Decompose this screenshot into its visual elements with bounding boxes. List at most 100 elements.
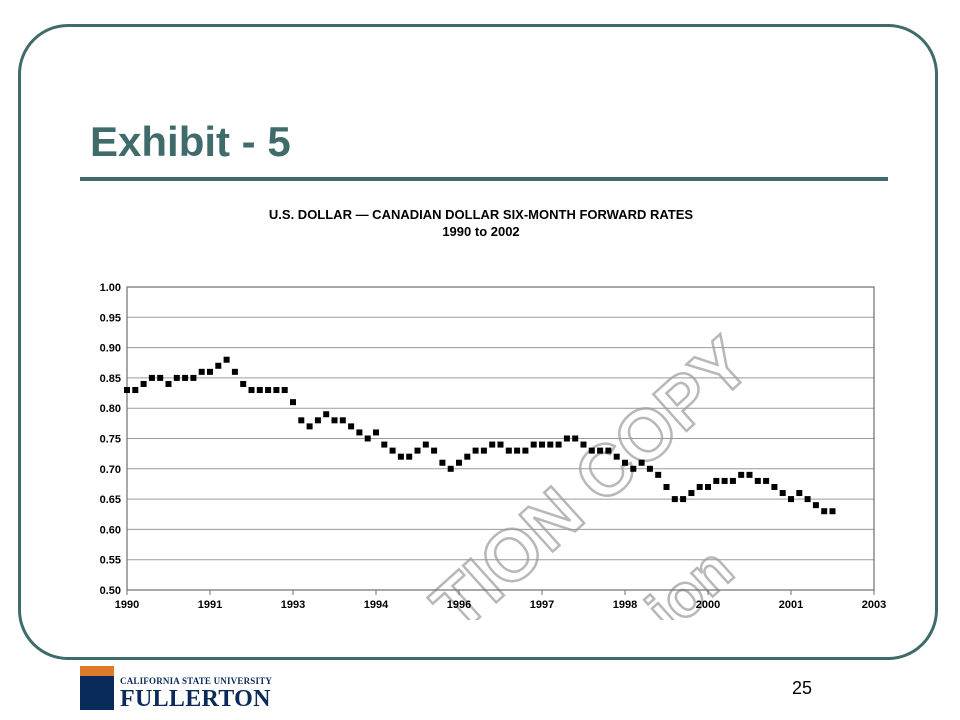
- plot-area: [126, 286, 875, 591]
- data-point: [447, 465, 454, 472]
- data-point: [829, 508, 836, 515]
- data-point: [655, 471, 662, 478]
- data-point: [622, 459, 628, 466]
- y-tick-label: 0.60: [100, 524, 121, 536]
- data-point: [223, 356, 230, 363]
- slide-title: Exhibit - 5: [90, 118, 291, 165]
- data-point: [472, 447, 479, 454]
- data-point: [547, 441, 554, 448]
- data-point: [339, 417, 346, 424]
- data-point: [439, 459, 446, 466]
- logo-emblem-icon: [80, 666, 114, 710]
- x-tick-label: 1997: [530, 599, 554, 611]
- data-point: [771, 483, 778, 490]
- data-point: [646, 465, 653, 472]
- data-point: [638, 459, 645, 466]
- data-point: [671, 496, 678, 503]
- y-axis-ticks: 1.00 0.95 0.90 0.85 0.80 0.75 0.70 0.65 0.60 0.55…: [100, 282, 121, 597]
- data-point: [729, 477, 736, 484]
- y-tick-label: 0.65: [100, 494, 121, 506]
- data-point: [240, 380, 247, 387]
- data-point: [414, 447, 421, 454]
- y-tick-label: 0.80: [100, 403, 121, 415]
- data-point: [788, 496, 794, 503]
- data-point: [588, 447, 595, 454]
- y-tick-label: 1.00: [100, 282, 121, 294]
- data-point: [514, 447, 521, 454]
- data-point: [273, 387, 280, 394]
- data-point: [190, 374, 197, 381]
- data-point: [124, 387, 130, 394]
- data-point: [381, 441, 388, 448]
- data-point: [721, 477, 728, 484]
- data-point: [231, 368, 238, 375]
- x-tick-label: 1991: [198, 599, 222, 611]
- data-point: [356, 429, 363, 436]
- data-point: [265, 387, 272, 394]
- data-point: [680, 496, 687, 503]
- data-point: [431, 447, 438, 454]
- data-point: [389, 447, 396, 454]
- data-point: [713, 477, 720, 484]
- x-tick-label: 1994: [364, 599, 389, 611]
- data-point: [397, 453, 404, 460]
- forward-rates-chart: U.S. DOLLAR — CANADIAN DOLLAR SIX-MONTH …: [100, 207, 887, 620]
- series-points: [124, 356, 836, 515]
- data-point: [555, 441, 562, 448]
- y-tick-label: 0.70: [100, 464, 121, 476]
- slide-frame: [18, 24, 938, 660]
- data-point: [580, 441, 587, 448]
- data-point: [290, 399, 296, 406]
- data-point: [663, 483, 670, 490]
- data-point: [688, 490, 695, 497]
- x-tick-label: 1996: [447, 599, 471, 611]
- logo-line2: FULLERTON: [120, 686, 271, 712]
- data-point: [497, 441, 504, 448]
- x-tick-label: 1990: [115, 599, 139, 611]
- y-tick-label: 0.55: [100, 555, 121, 567]
- data-point: [456, 459, 462, 466]
- page-number: 25: [792, 678, 813, 698]
- data-point: [406, 453, 413, 460]
- title-rule: [80, 177, 888, 181]
- data-point: [754, 477, 761, 484]
- data-point: [779, 490, 786, 497]
- data-point: [215, 362, 222, 369]
- y-tick-label: 0.90: [100, 343, 121, 355]
- logo-emblem-band: [80, 666, 114, 676]
- data-point: [746, 471, 753, 478]
- x-tick-label: 2000: [696, 599, 720, 611]
- data-point: [348, 423, 355, 430]
- y-tick-label: 0.75: [100, 434, 121, 446]
- data-point: [522, 447, 529, 454]
- watermark-line2: ion: [634, 535, 746, 620]
- chart-subtitle: 1990 to 2002: [442, 224, 519, 239]
- chart-title: U.S. DOLLAR — CANADIAN DOLLAR SIX-MONTH …: [269, 207, 693, 222]
- x-tick-label: 2001: [779, 599, 803, 611]
- data-point: [173, 374, 180, 381]
- data-point: [298, 417, 305, 424]
- x-tick-label: 1993: [281, 599, 305, 611]
- data-point: [314, 417, 321, 424]
- y-tick-label: 0.85: [100, 373, 121, 385]
- data-point: [489, 441, 496, 448]
- data-point: [705, 483, 711, 490]
- data-point: [530, 441, 537, 448]
- data-point: [256, 387, 263, 394]
- data-point: [563, 435, 570, 442]
- data-point: [148, 374, 155, 381]
- data-point: [630, 465, 637, 472]
- data-point: [207, 368, 213, 375]
- data-point: [796, 490, 803, 497]
- x-tick-label: 1998: [613, 599, 637, 611]
- data-point: [613, 453, 620, 460]
- y-tick-label: 0.95: [100, 312, 121, 324]
- data-point: [763, 477, 770, 484]
- x-axis-ticks: 1990 1991 1993 1994 1996 1997 1998 2000 2001 2003: [115, 590, 886, 611]
- data-point: [480, 447, 487, 454]
- data-point: [323, 411, 330, 418]
- data-point: [306, 423, 313, 430]
- data-point: [696, 483, 703, 490]
- data-point: [812, 502, 819, 509]
